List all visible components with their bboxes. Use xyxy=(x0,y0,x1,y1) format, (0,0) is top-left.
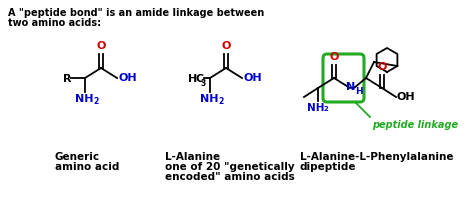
Text: H: H xyxy=(188,74,197,84)
Text: O: O xyxy=(221,41,231,51)
Text: L-Alanine: L-Alanine xyxy=(165,152,220,162)
Text: A "peptide bond" is an amide linkage between: A "peptide bond" is an amide linkage bet… xyxy=(8,8,264,18)
Text: OH: OH xyxy=(119,73,137,83)
Text: amino acid: amino acid xyxy=(55,162,119,172)
Text: two amino acids:: two amino acids: xyxy=(8,18,101,28)
Text: OH: OH xyxy=(397,92,416,102)
Text: Generic: Generic xyxy=(55,152,100,162)
Text: one of 20 "genetically: one of 20 "genetically xyxy=(165,162,295,172)
Text: H: H xyxy=(355,86,363,96)
Text: R: R xyxy=(63,74,72,84)
Text: 3: 3 xyxy=(201,78,206,87)
Text: 2: 2 xyxy=(218,97,223,106)
Text: O: O xyxy=(377,62,387,72)
Text: encoded" amino acids: encoded" amino acids xyxy=(165,172,295,182)
Text: peptide linkage: peptide linkage xyxy=(372,120,458,130)
Text: NH: NH xyxy=(200,94,218,104)
Text: 2: 2 xyxy=(93,97,98,106)
Text: dipeptide: dipeptide xyxy=(300,162,356,172)
Text: 2: 2 xyxy=(324,106,329,112)
Text: L-Alanine-L-Phenylalanine: L-Alanine-L-Phenylalanine xyxy=(300,152,454,162)
Text: N: N xyxy=(346,82,356,92)
Text: O: O xyxy=(329,52,339,62)
Text: C: C xyxy=(196,74,204,84)
Text: NH: NH xyxy=(75,94,93,104)
Text: O: O xyxy=(96,41,106,51)
Text: NH: NH xyxy=(307,103,325,113)
Text: OH: OH xyxy=(244,73,263,83)
